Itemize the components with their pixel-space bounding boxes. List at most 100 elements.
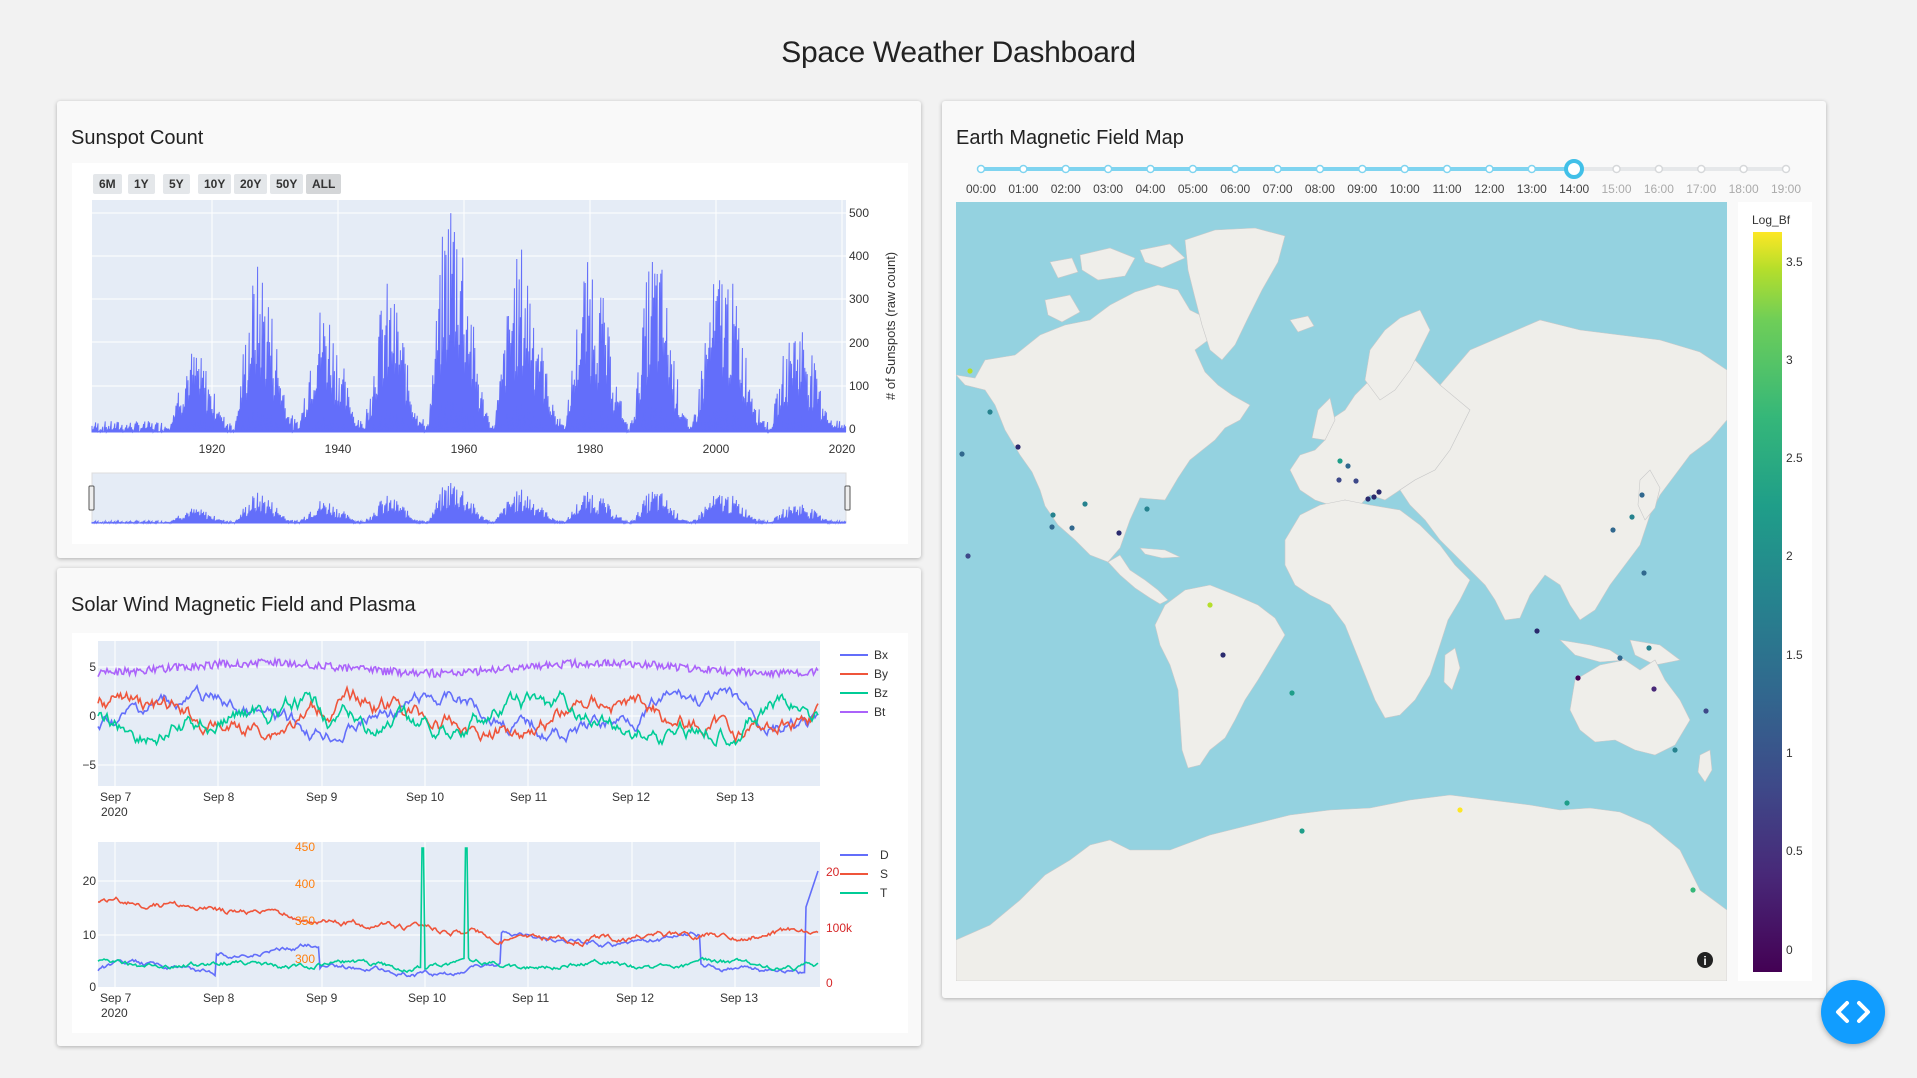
station-point[interactable] bbox=[1050, 512, 1056, 518]
station-point[interactable] bbox=[965, 553, 971, 559]
south-america bbox=[1154, 584, 1286, 769]
plasma-y-right-ticks: 0 100k 20 bbox=[826, 865, 853, 990]
time-slider-step[interactable] bbox=[1103, 164, 1113, 174]
time-slider-step[interactable] bbox=[1315, 164, 1325, 174]
code-toggle-button[interactable] bbox=[1821, 980, 1885, 1044]
legend-by[interactable]: By bbox=[840, 667, 888, 681]
station-point[interactable] bbox=[1575, 675, 1581, 681]
world-map[interactable] bbox=[956, 202, 1727, 981]
range-button-all[interactable]: ALL bbox=[306, 174, 342, 194]
station-point[interactable] bbox=[1116, 530, 1122, 536]
sunspot-xtick: 2000 bbox=[703, 442, 730, 456]
legend-bz[interactable]: Bz bbox=[840, 686, 888, 700]
time-slider[interactable] bbox=[976, 159, 1791, 179]
time-slider-step[interactable] bbox=[1400, 164, 1409, 174]
station-point[interactable] bbox=[1376, 489, 1382, 495]
station-point[interactable] bbox=[1371, 494, 1377, 500]
range-button-6m[interactable]: 6M bbox=[93, 174, 122, 194]
station-point[interactable] bbox=[1651, 686, 1657, 692]
legend-d[interactable]: D bbox=[840, 848, 889, 862]
mag-xtick: Sep 9 bbox=[306, 790, 338, 804]
range-button-20y[interactable]: 20Y bbox=[234, 174, 268, 194]
station-point[interactable] bbox=[1345, 463, 1351, 469]
station-point[interactable] bbox=[1353, 478, 1359, 484]
station-point[interactable] bbox=[1144, 506, 1150, 512]
station-point[interactable] bbox=[1365, 496, 1371, 502]
station-point[interactable] bbox=[1207, 602, 1213, 608]
time-slider-step[interactable] bbox=[1146, 164, 1155, 174]
station-point[interactable] bbox=[1610, 527, 1616, 533]
range-slider-left-handle[interactable] bbox=[88, 485, 95, 511]
time-slider-label: 02:00 bbox=[1051, 182, 1081, 196]
colorbar-tick: 2 bbox=[1786, 549, 1793, 563]
plasma-ytick-right: 100k bbox=[826, 921, 853, 935]
range-button-1y[interactable]: 1Y bbox=[128, 174, 155, 194]
station-point[interactable] bbox=[1564, 800, 1570, 806]
station-point[interactable] bbox=[1289, 690, 1295, 696]
legend-s[interactable]: S bbox=[840, 867, 888, 881]
colorbar-tick: 0 bbox=[1786, 943, 1793, 957]
time-slider-step[interactable] bbox=[1781, 164, 1791, 174]
station-point[interactable] bbox=[1639, 492, 1645, 498]
time-slider-step[interactable] bbox=[1061, 164, 1070, 174]
legend-t[interactable]: T bbox=[840, 886, 888, 900]
time-slider-step[interactable] bbox=[1739, 164, 1748, 174]
plasma-ytick-mid: 300 bbox=[295, 952, 315, 966]
station-point[interactable] bbox=[1015, 444, 1021, 450]
time-slider-steps bbox=[976, 164, 1791, 174]
time-slider-label: 10:00 bbox=[1390, 182, 1420, 196]
australia bbox=[1569, 659, 1691, 756]
plasma-line-t bbox=[97, 847, 819, 974]
station-point[interactable] bbox=[967, 368, 973, 374]
legend-bx[interactable]: Bx bbox=[840, 648, 888, 662]
station-point[interactable] bbox=[1069, 525, 1075, 531]
mag-xtick: Sep 11 bbox=[510, 790, 547, 804]
mag-xtick: Sep 12 bbox=[612, 790, 650, 804]
legend-bt[interactable]: Bt bbox=[840, 705, 886, 719]
time-slider-step[interactable] bbox=[1188, 164, 1198, 174]
station-point[interactable] bbox=[1336, 477, 1342, 483]
station-point[interactable] bbox=[1337, 458, 1343, 464]
time-slider-step[interactable] bbox=[1485, 164, 1494, 174]
station-point[interactable] bbox=[1690, 887, 1696, 893]
range-button-5y[interactable]: 5Y bbox=[163, 174, 190, 194]
range-slider-right-handle[interactable] bbox=[844, 485, 851, 511]
time-slider-step[interactable] bbox=[1230, 164, 1240, 174]
station-point[interactable] bbox=[1703, 708, 1709, 714]
station-point[interactable] bbox=[1299, 828, 1305, 834]
time-slider-step[interactable] bbox=[1697, 164, 1706, 174]
time-slider-step[interactable] bbox=[1273, 164, 1282, 174]
time-slider-step[interactable] bbox=[1442, 164, 1452, 174]
sunspot-xtick: 1980 bbox=[577, 442, 604, 456]
station-point[interactable] bbox=[1220, 652, 1226, 658]
station-point[interactable] bbox=[1049, 524, 1055, 530]
africa bbox=[1284, 499, 1471, 719]
time-slider-step[interactable] bbox=[1358, 164, 1367, 174]
time-slider-label: 11:00 bbox=[1432, 182, 1461, 196]
range-button-10y[interactable]: 10Y bbox=[198, 174, 232, 194]
mag-line-bx bbox=[97, 683, 819, 744]
time-slider-step[interactable] bbox=[1527, 164, 1537, 174]
station-point[interactable] bbox=[987, 409, 993, 415]
time-slider-step[interactable] bbox=[1019, 164, 1028, 174]
station-point[interactable] bbox=[959, 451, 965, 457]
time-slider-step[interactable] bbox=[1612, 164, 1621, 174]
time-slider-handle[interactable] bbox=[1564, 159, 1584, 179]
range-button-50y[interactable]: 50Y bbox=[270, 174, 304, 194]
station-point[interactable] bbox=[1672, 747, 1678, 753]
station-point[interactable] bbox=[1617, 655, 1623, 661]
sunspot-xtick: 1940 bbox=[325, 442, 352, 456]
colorbar-tick: 3 bbox=[1786, 353, 1793, 367]
station-point[interactable] bbox=[1646, 645, 1652, 651]
station-point[interactable] bbox=[1534, 628, 1540, 634]
info-icon[interactable]: i bbox=[1697, 952, 1713, 968]
solar-wind-title: Solar Wind Magnetic Field and Plasma bbox=[71, 594, 416, 616]
station-point[interactable] bbox=[1641, 570, 1647, 576]
station-point[interactable] bbox=[1629, 514, 1635, 520]
time-slider-step[interactable] bbox=[976, 164, 986, 174]
sunspot-ytick: 400 bbox=[849, 249, 869, 263]
time-slider-step[interactable] bbox=[1654, 164, 1664, 174]
station-point[interactable] bbox=[1457, 807, 1463, 813]
station-point[interactable] bbox=[1082, 501, 1088, 507]
